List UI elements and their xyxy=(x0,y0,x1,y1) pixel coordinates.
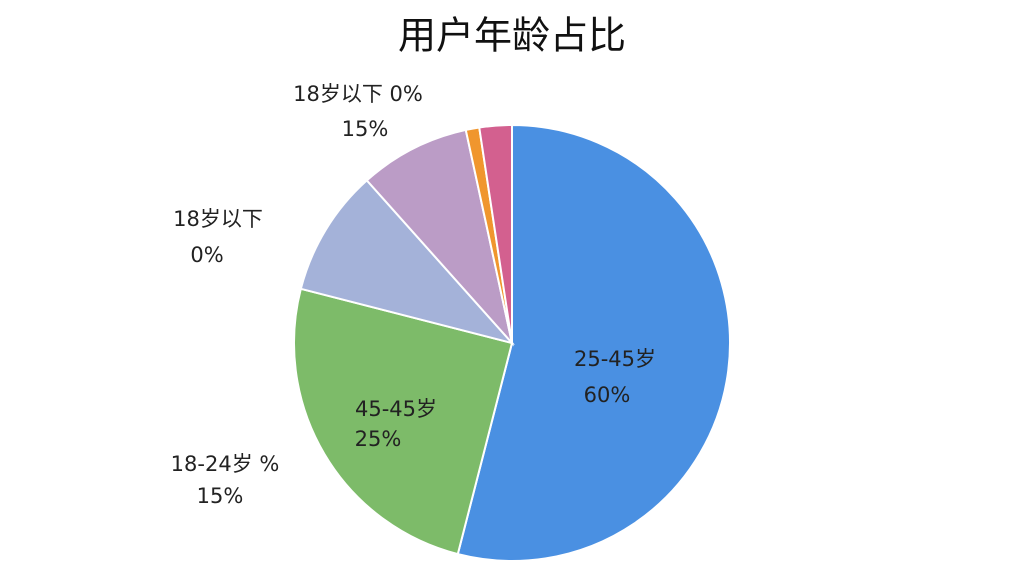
slice-label: 60% xyxy=(584,383,631,407)
pie-slice xyxy=(478,123,513,344)
slice-label: 15% xyxy=(342,117,389,141)
slice-label: 45-45岁 xyxy=(355,397,437,421)
slice-label: 25-45岁 xyxy=(574,347,656,371)
pie-slice xyxy=(365,128,514,347)
slice-label: 18岁以下 xyxy=(173,207,263,231)
slice-label: 18岁以下 0% xyxy=(293,82,423,106)
slice-label: 25% xyxy=(355,427,402,451)
chart-title: 用户年龄占比 xyxy=(398,14,626,58)
slice-label: 15% xyxy=(197,484,244,508)
pie-slice xyxy=(299,178,515,345)
slice-label: 18-24岁 % xyxy=(171,452,280,476)
slice-label: 0% xyxy=(190,243,223,267)
pie-slice xyxy=(456,123,731,562)
pie-slice xyxy=(293,287,514,556)
